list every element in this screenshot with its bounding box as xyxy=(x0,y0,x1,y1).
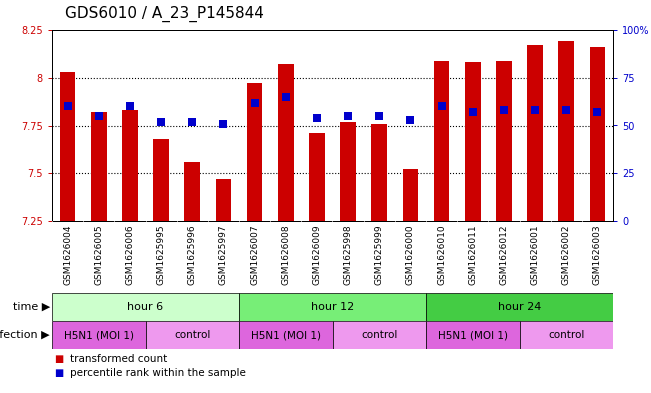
Text: ■: ■ xyxy=(54,354,63,364)
Text: GSM1626004: GSM1626004 xyxy=(63,225,72,285)
Bar xyxy=(239,321,333,349)
Bar xyxy=(496,61,512,221)
Bar xyxy=(333,321,426,349)
Text: control: control xyxy=(548,330,585,340)
Text: GSM1626012: GSM1626012 xyxy=(499,225,508,285)
Text: GSM1626007: GSM1626007 xyxy=(250,225,259,285)
Bar xyxy=(52,293,239,321)
Text: hour 12: hour 12 xyxy=(311,302,354,312)
Text: GSM1626006: GSM1626006 xyxy=(126,225,134,285)
Bar xyxy=(372,123,387,221)
Bar xyxy=(239,293,426,321)
Point xyxy=(218,120,229,127)
Text: GDS6010 / A_23_P145844: GDS6010 / A_23_P145844 xyxy=(65,6,264,22)
Bar xyxy=(52,321,146,349)
Bar xyxy=(519,321,613,349)
Bar xyxy=(559,41,574,221)
Text: GSM1626003: GSM1626003 xyxy=(593,225,602,285)
Bar xyxy=(426,321,519,349)
Point xyxy=(436,103,447,110)
Point xyxy=(374,113,385,119)
Bar xyxy=(122,110,138,221)
Point xyxy=(561,107,572,113)
Point xyxy=(281,94,291,100)
Text: GSM1625995: GSM1625995 xyxy=(157,225,165,285)
Bar xyxy=(146,321,239,349)
Text: transformed count: transformed count xyxy=(70,354,167,364)
Text: GSM1626011: GSM1626011 xyxy=(468,225,477,285)
Text: GSM1626009: GSM1626009 xyxy=(312,225,322,285)
Bar xyxy=(590,47,605,221)
Bar xyxy=(153,139,169,221)
Bar xyxy=(426,293,613,321)
Point xyxy=(156,119,166,125)
Text: hour 24: hour 24 xyxy=(498,302,541,312)
Text: GSM1626008: GSM1626008 xyxy=(281,225,290,285)
Point xyxy=(499,107,509,113)
Text: control: control xyxy=(361,330,398,340)
Bar xyxy=(309,133,325,221)
Bar xyxy=(215,179,231,221)
Text: GSM1626001: GSM1626001 xyxy=(531,225,540,285)
Point xyxy=(467,109,478,115)
Bar xyxy=(184,162,200,221)
Point xyxy=(405,117,415,123)
Point xyxy=(592,109,603,115)
Point xyxy=(249,99,260,106)
Bar xyxy=(340,122,356,221)
Text: GSM1626010: GSM1626010 xyxy=(437,225,446,285)
Text: GSM1625996: GSM1625996 xyxy=(187,225,197,285)
Point xyxy=(187,119,197,125)
Text: percentile rank within the sample: percentile rank within the sample xyxy=(70,368,246,378)
Text: control: control xyxy=(174,330,210,340)
Text: H5N1 (MOI 1): H5N1 (MOI 1) xyxy=(64,330,133,340)
Text: GSM1625997: GSM1625997 xyxy=(219,225,228,285)
Text: ■: ■ xyxy=(54,368,63,378)
Text: time ▶: time ▶ xyxy=(13,302,50,312)
Bar xyxy=(60,72,76,221)
Text: H5N1 (MOI 1): H5N1 (MOI 1) xyxy=(251,330,321,340)
Bar xyxy=(434,61,449,221)
Bar xyxy=(402,169,418,221)
Text: hour 6: hour 6 xyxy=(128,302,163,312)
Text: GSM1625998: GSM1625998 xyxy=(344,225,353,285)
Text: infection ▶: infection ▶ xyxy=(0,330,50,340)
Text: GSM1626000: GSM1626000 xyxy=(406,225,415,285)
Bar xyxy=(247,83,262,221)
Bar xyxy=(527,45,543,221)
Point xyxy=(125,103,135,110)
Point xyxy=(62,103,73,110)
Text: GSM1626002: GSM1626002 xyxy=(562,225,571,285)
Text: H5N1 (MOI 1): H5N1 (MOI 1) xyxy=(437,330,508,340)
Point xyxy=(312,115,322,121)
Bar xyxy=(91,112,107,221)
Point xyxy=(94,113,104,119)
Point xyxy=(343,113,353,119)
Point xyxy=(530,107,540,113)
Text: GSM1626005: GSM1626005 xyxy=(94,225,104,285)
Bar xyxy=(465,62,480,221)
Text: GSM1625999: GSM1625999 xyxy=(375,225,383,285)
Bar xyxy=(278,64,294,221)
